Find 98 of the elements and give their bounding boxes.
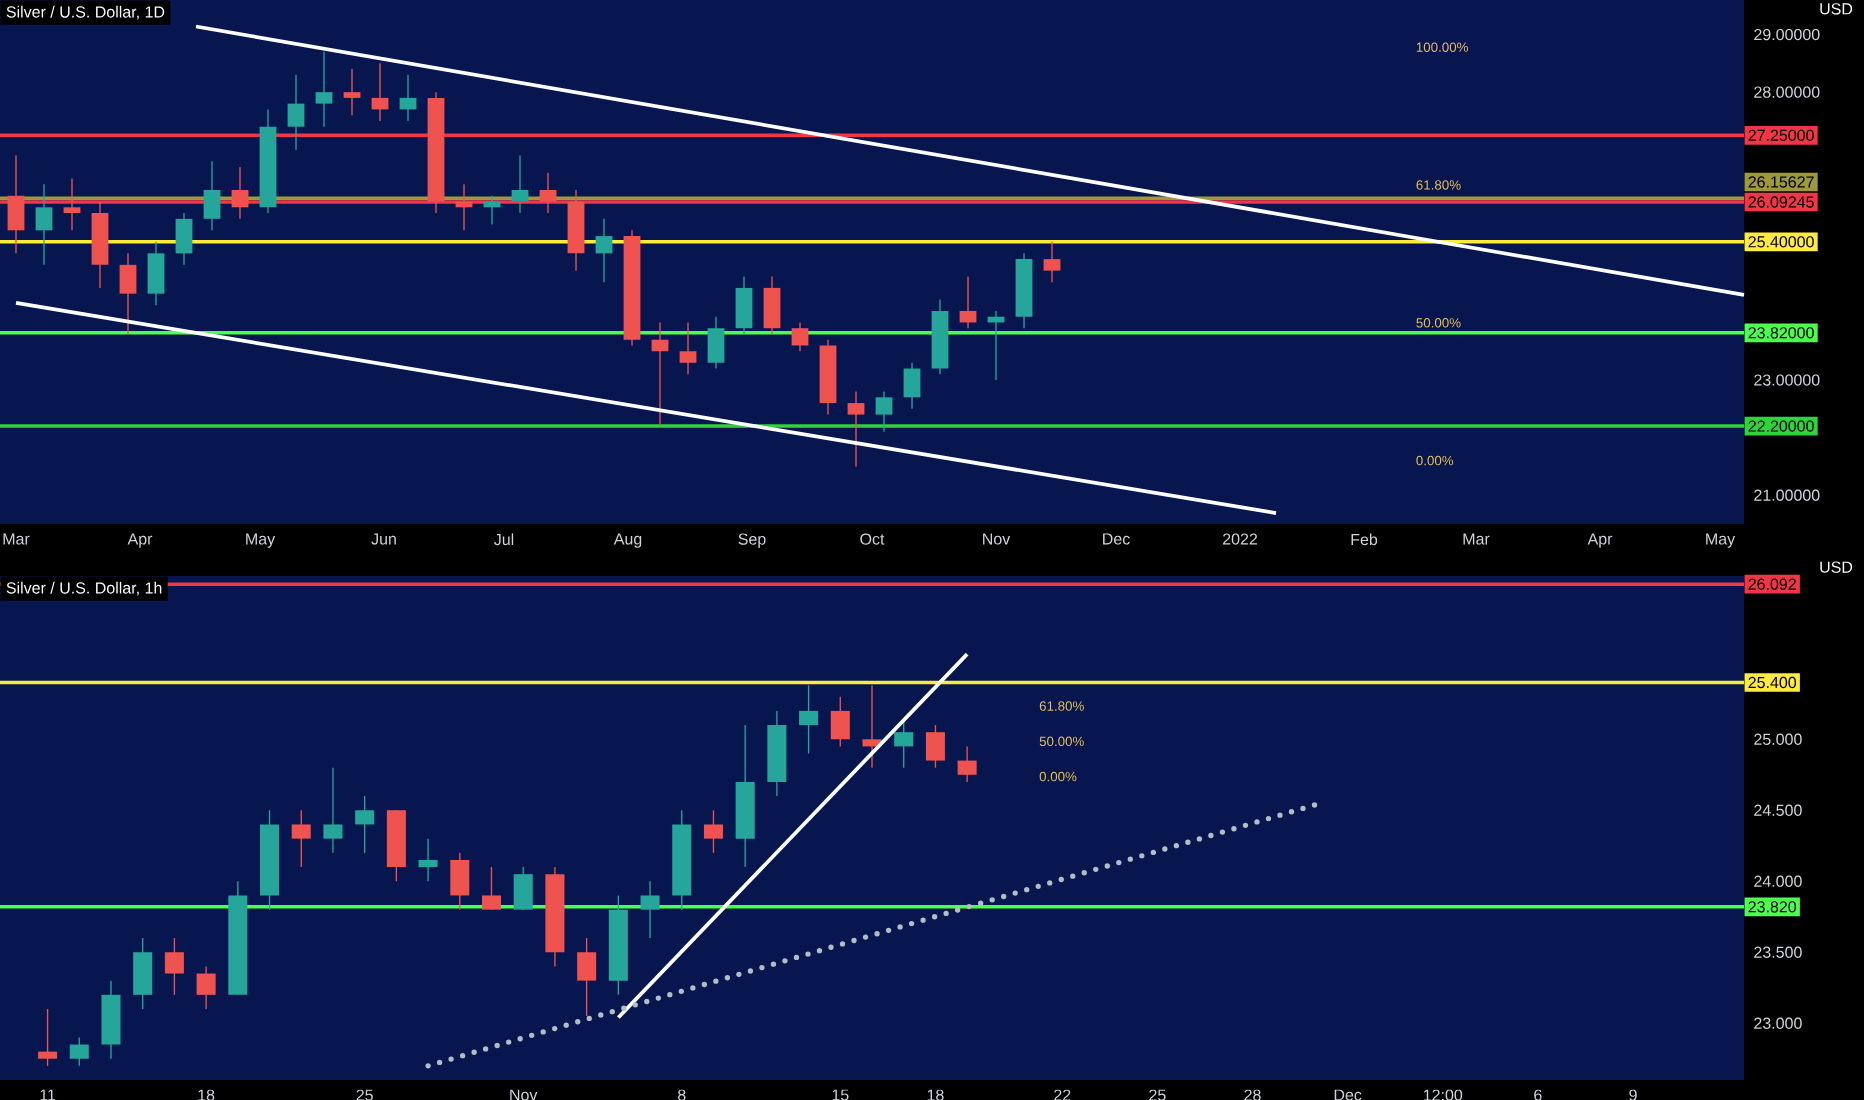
candlestick — [957, 745, 977, 783]
candlestick — [35, 183, 53, 266]
candlestick — [315, 51, 333, 128]
candlestick — [343, 68, 361, 116]
candlestick — [355, 795, 375, 854]
y-tick-label: 29.00000 — [1754, 28, 1820, 41]
x-tick-label: Mar — [3, 533, 30, 545]
candlestick — [539, 172, 557, 214]
candlestick — [830, 696, 850, 748]
candlestick — [799, 684, 819, 755]
candlestick — [371, 62, 389, 122]
x-tick-label: 18 — [927, 1089, 944, 1100]
candlestick — [763, 275, 781, 335]
x-tick-label: Oct — [860, 533, 885, 545]
y-axis-title: USD — [1820, 3, 1853, 15]
x-tick-label: 8 — [678, 1089, 686, 1100]
x-tick-label: 2022 — [1223, 533, 1258, 545]
x-tick-label: Dec — [1103, 533, 1130, 545]
x-tick-label: Apr — [127, 533, 153, 548]
x-tick-label: 15 — [832, 1089, 849, 1100]
x-tick-label: Nov — [983, 533, 1011, 545]
x-tick-label: May — [246, 533, 276, 548]
candlestick — [791, 321, 809, 352]
ref-line-label: 26.15627 — [1748, 176, 1814, 188]
x-tick-label: 25 — [1149, 1089, 1166, 1100]
candlestick — [847, 390, 865, 468]
ref-line-label: 23.820 — [1748, 901, 1797, 913]
chart-title: Silver / U.S. Dollar, 1h — [6, 581, 162, 596]
x-tick-label: 11 — [40, 1089, 56, 1100]
ref-line-label: 26.09245 — [1748, 196, 1814, 208]
candlestick — [959, 275, 977, 329]
x-tick-label: Apr — [1587, 533, 1613, 548]
chart-title: Silver / U.S. Dollar, 1D — [6, 5, 165, 20]
x-tick-label: 6 — [1534, 1089, 1542, 1100]
candlestick — [287, 74, 305, 151]
candlestick — [875, 390, 893, 433]
x-tick-label: Dec — [1334, 1089, 1362, 1100]
candlestick — [291, 809, 311, 868]
candlestick — [450, 852, 470, 911]
candlestick — [679, 321, 697, 375]
candlestick — [511, 154, 529, 214]
ref-line-label: 26.092 — [1748, 578, 1796, 590]
ref-line-label: 22.20000 — [1748, 420, 1814, 432]
candlestick — [196, 965, 216, 1010]
y-tick-label: 23.500 — [1754, 946, 1802, 958]
candlestick — [164, 937, 184, 996]
ref-line-label: 23.82000 — [1748, 327, 1814, 339]
y-tick-label: 23.00000 — [1754, 374, 1820, 386]
y-tick-label: 28.00000 — [1754, 86, 1820, 98]
x-tick-label: 9 — [1629, 1089, 1637, 1100]
x-tick-label: Feb — [1351, 533, 1378, 546]
ref-line-label: 25.400 — [1748, 676, 1797, 689]
x-tick-label: Nov — [510, 1089, 538, 1100]
candlestick — [862, 684, 882, 769]
candlestick — [925, 724, 945, 769]
candlestick — [323, 767, 343, 854]
candlestick — [903, 362, 921, 410]
candlestick — [203, 160, 221, 231]
x-tick-label: Aug — [613, 533, 642, 548]
candlestick — [703, 809, 723, 854]
candlestick — [1043, 241, 1061, 283]
x-tick-label: Jun — [371, 533, 396, 545]
candlestick — [513, 866, 533, 911]
candlestick — [69, 1036, 89, 1067]
candlestick — [640, 880, 660, 939]
candlestick — [63, 177, 81, 231]
x-tick-label: 18 — [198, 1089, 215, 1100]
ref-line-label: 25.40000 — [1748, 236, 1814, 248]
candlestick — [651, 321, 669, 427]
ref-line-label: 27.25000 — [1748, 129, 1814, 141]
candlestick — [175, 212, 193, 266]
candlestick — [481, 866, 502, 911]
x-tick-label: Mar — [1463, 533, 1490, 545]
candlestick — [707, 316, 725, 370]
x-tick-label: May — [1706, 533, 1736, 548]
y-tick-label: 23.000 — [1754, 1017, 1802, 1029]
candlestick — [38, 1008, 58, 1067]
x-tick-label: 28 — [1244, 1089, 1261, 1100]
x-tick-label: Sep — [738, 533, 766, 548]
candlestick — [399, 74, 417, 122]
candlestick — [133, 937, 153, 1010]
candlestick — [418, 837, 438, 882]
x-tick-label: 22 — [1054, 1089, 1071, 1100]
candlestick — [147, 241, 165, 306]
candlestick — [577, 937, 597, 1017]
x-tick-label: 25 — [356, 1089, 373, 1100]
candlestick — [231, 166, 249, 220]
y-tick-label: 21.00000 — [1754, 489, 1820, 501]
x-tick-label: Jul — [494, 533, 514, 546]
y-tick-label: 24.500 — [1754, 804, 1802, 816]
candlestick — [595, 218, 613, 283]
candlestick — [735, 275, 753, 335]
y-axis-title: USD — [1820, 561, 1853, 573]
y-tick-label: 25.000 — [1754, 733, 1802, 745]
candlestick — [7, 154, 25, 255]
x-tick-label: 12:00 — [1423, 1089, 1463, 1100]
candlestick — [119, 252, 137, 335]
y-tick-label: 24.000 — [1754, 875, 1802, 887]
